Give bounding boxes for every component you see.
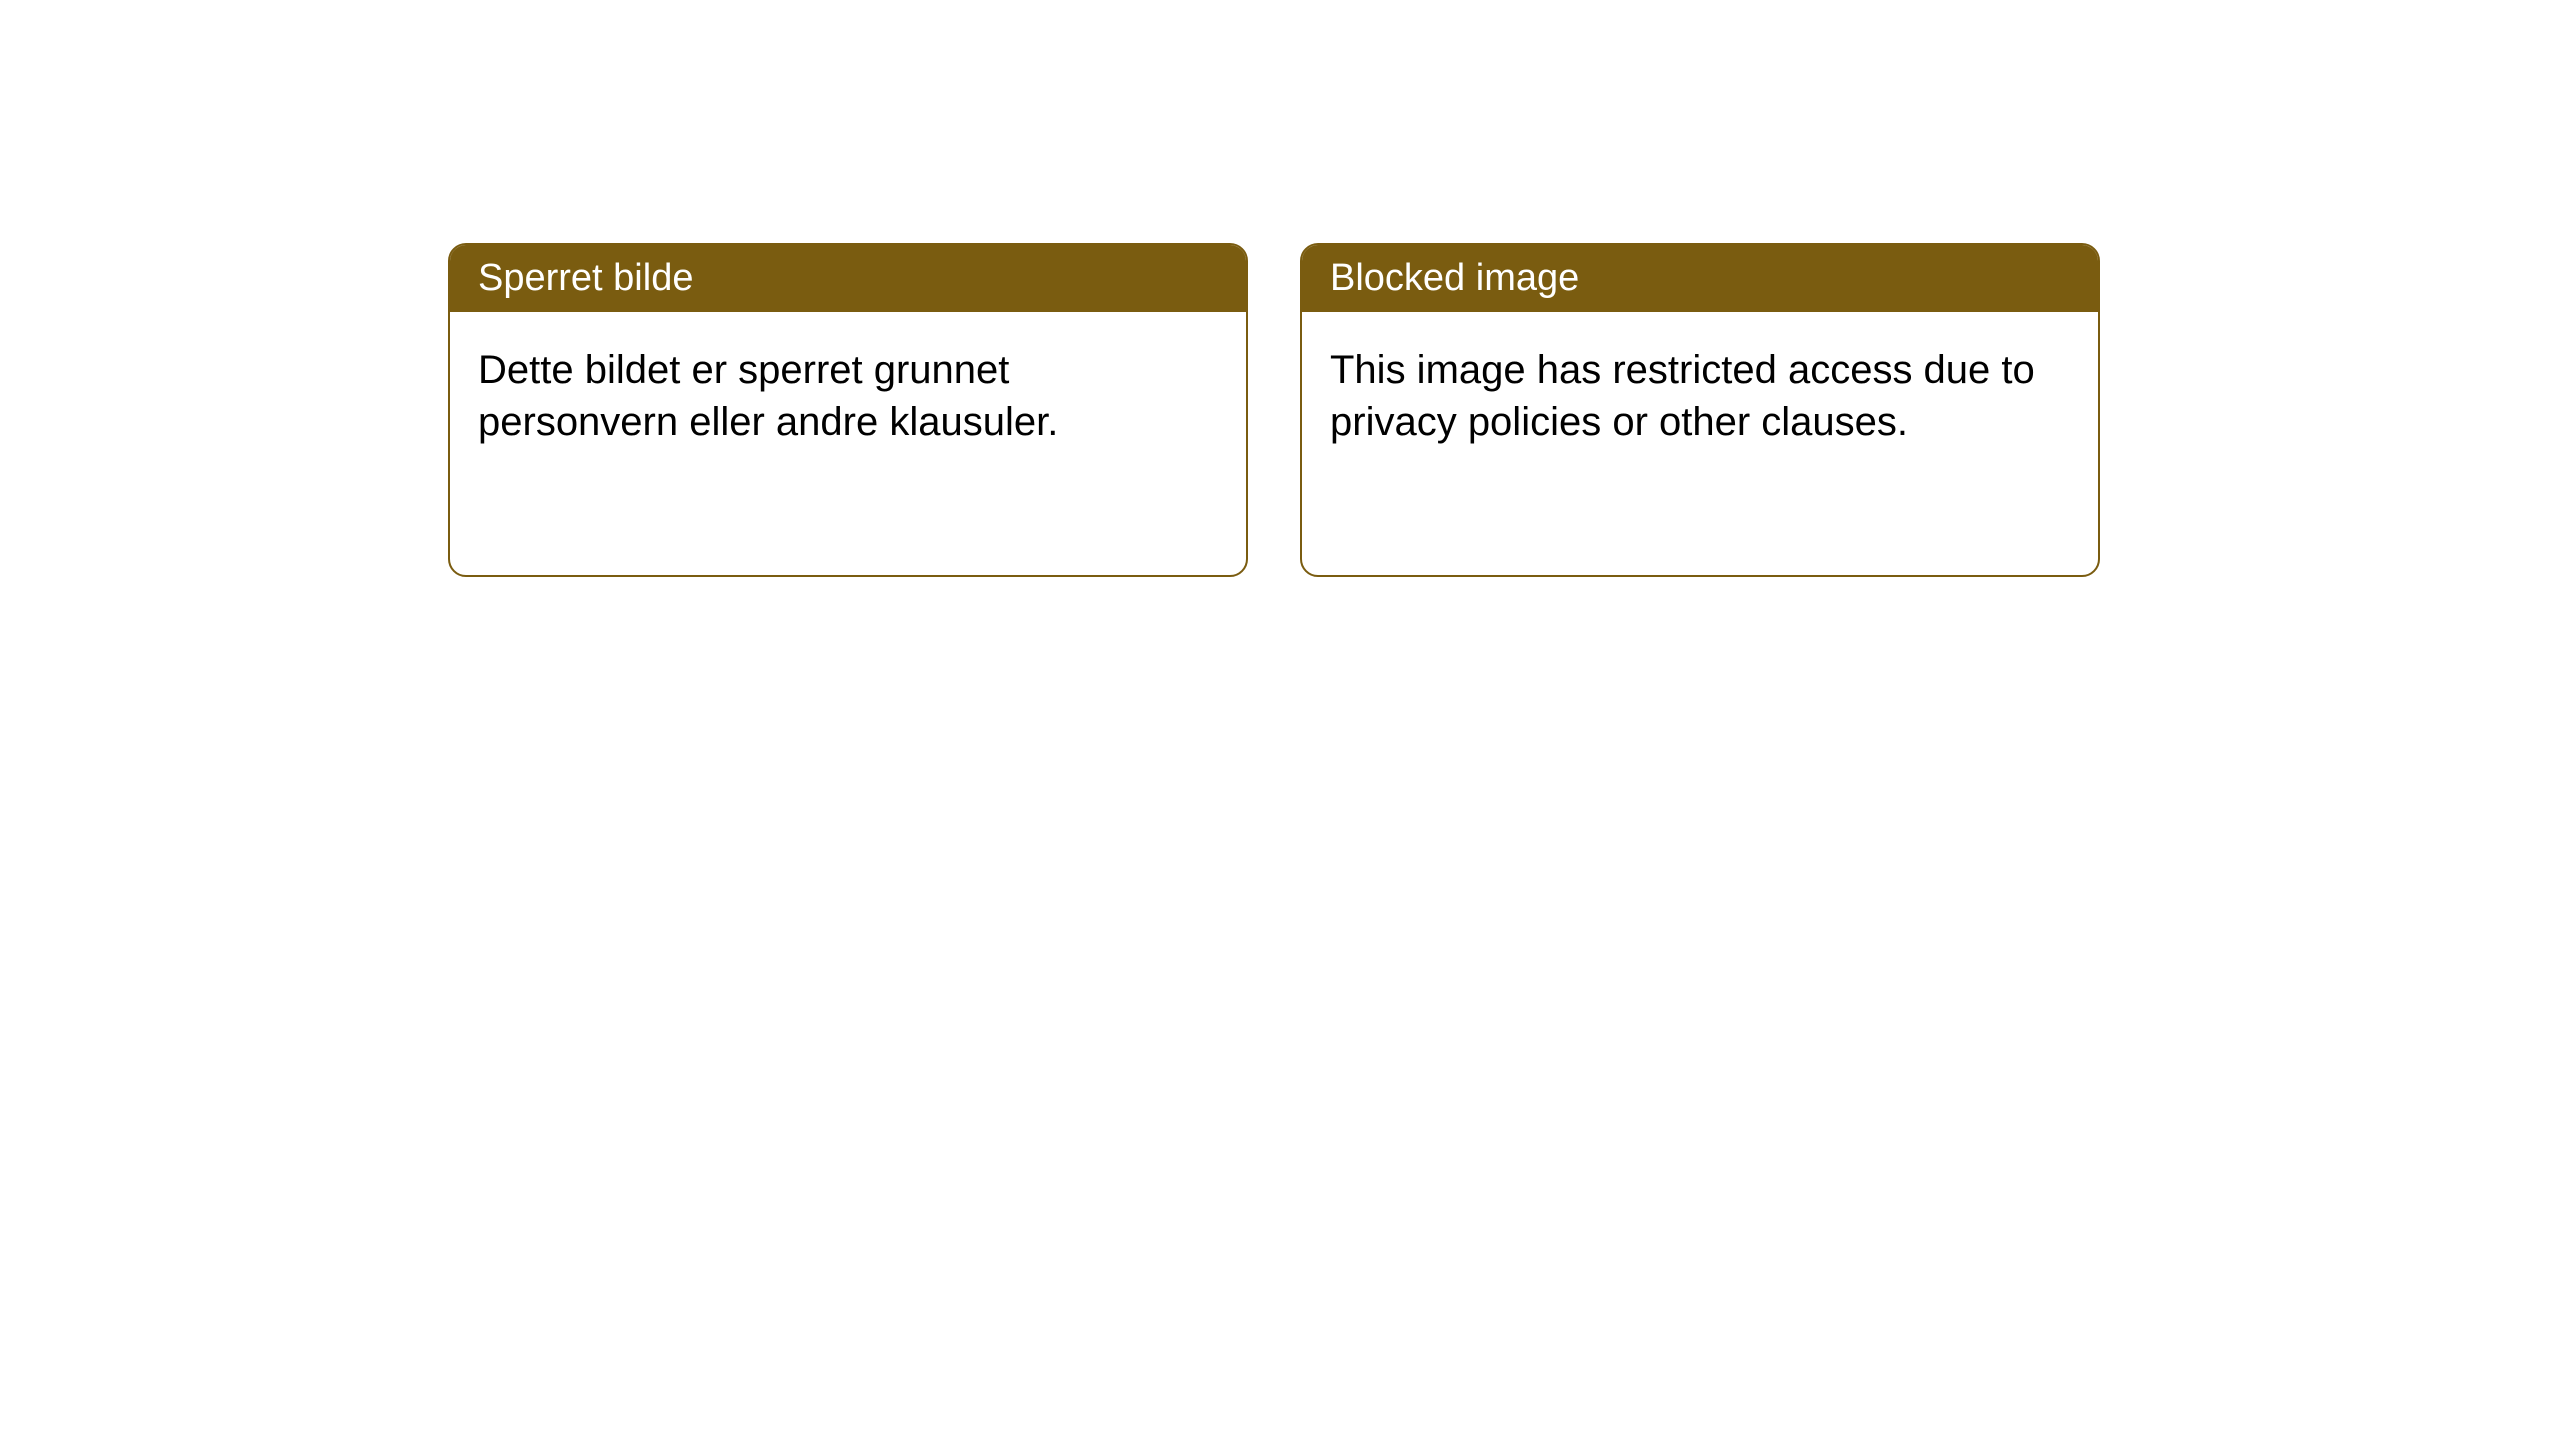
notice-container: Sperret bilde Dette bildet er sperret gr… bbox=[448, 243, 2100, 577]
notice-title: Sperret bilde bbox=[450, 245, 1246, 312]
notice-card-norwegian: Sperret bilde Dette bildet er sperret gr… bbox=[448, 243, 1248, 577]
notice-body: Dette bildet er sperret grunnet personve… bbox=[450, 312, 1246, 480]
notice-card-english: Blocked image This image has restricted … bbox=[1300, 243, 2100, 577]
notice-title: Blocked image bbox=[1302, 245, 2098, 312]
notice-body: This image has restricted access due to … bbox=[1302, 312, 2098, 480]
